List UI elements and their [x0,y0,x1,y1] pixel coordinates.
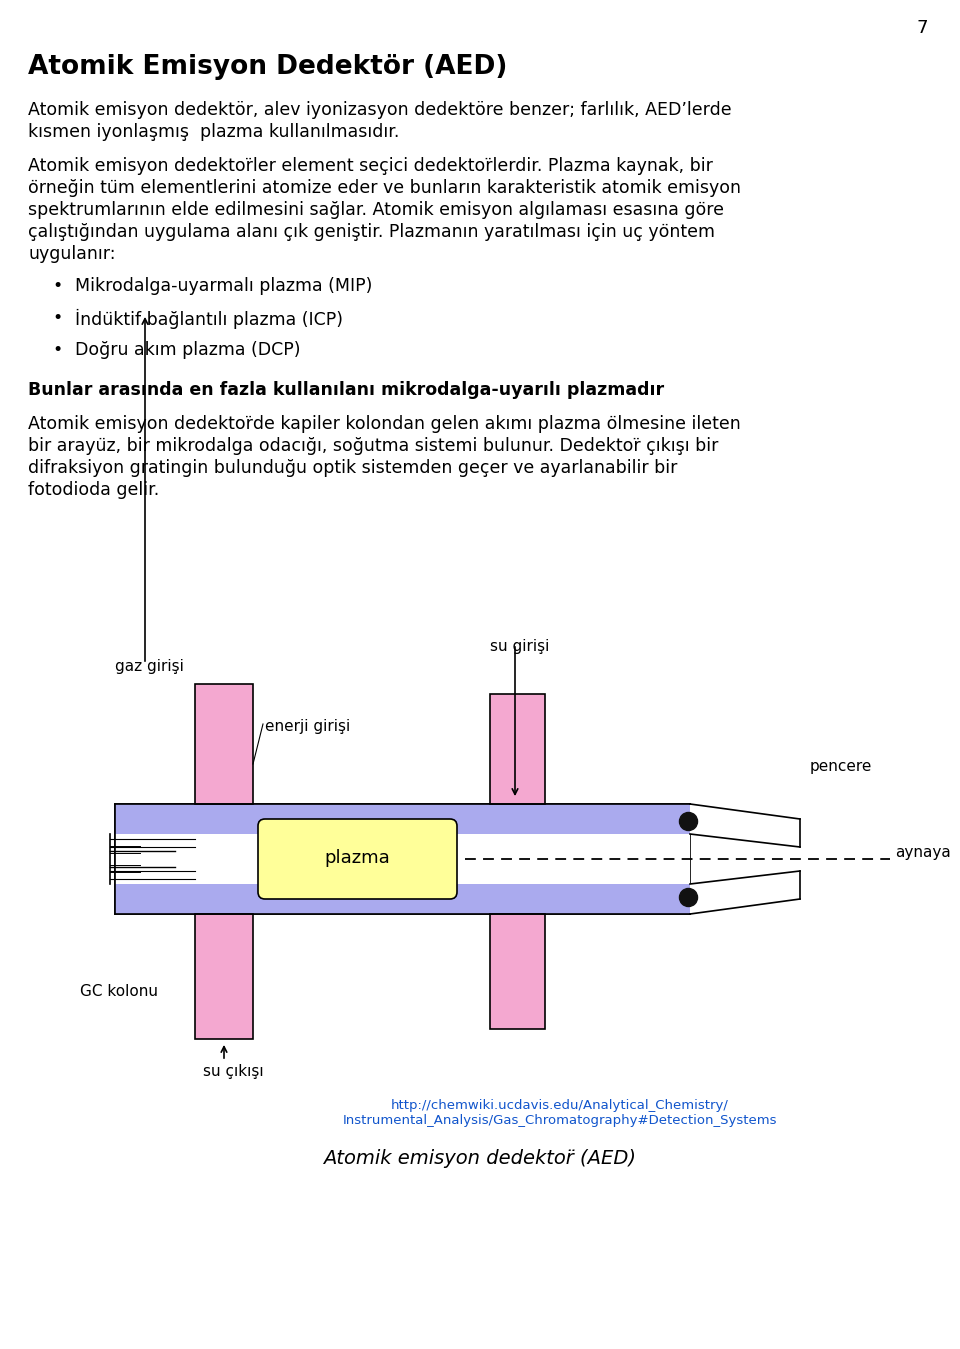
Text: Bunlar arasında en fazla kullanılanı mikrodalga-uyarılı plazmadır: Bunlar arasında en fazla kullanılanı mik… [28,380,664,399]
Text: bir arayüz, bir mikrodalga odacığı, soğutma sistemi bulunur. Dedektor̈ çıkışı b: bir arayüz, bir mikrodalga odacığı, soğ… [28,437,718,455]
Text: Atomik Emisyon Dedektör (AED): Atomik Emisyon Dedektör (AED) [28,54,508,80]
Text: Atomik emisyon dedektor̈ler element seçici dedektor̈lerdir. Plazma kaynak, bir: Atomik emisyon dedektor̈ler element seçi… [28,156,713,175]
Text: 7: 7 [917,19,928,36]
Bar [490,693,545,804]
Text: örneğin tüm elementlerini atomize eder ve bunların karakteristik atomik emisyo: örneğin tüm elementlerini atomize eder… [28,179,741,197]
Text: su girişi: su girişi [490,639,549,654]
Text: aynaya: aynaya [895,846,950,861]
Text: spektrumlarının elde edilmesini sağlar. Atomik emisyon algılaması esasına göre: spektrumlarının elde edilmesini sağlar. … [28,201,724,219]
Bar [115,834,690,884]
Text: Atomik emisyon dedektor̈ (AED): Atomik emisyon dedektor̈ (AED) [324,1149,636,1168]
Polygon shape [690,804,800,847]
Bar [490,915,545,1029]
Text: İndüktif bağlantılı plazma (ICP): İndüktif bağlantılı plazma (ICP) [75,309,343,329]
Text: enerji girişi: enerji girişi [265,719,350,734]
Text: Atomik emisyon dedektör, alev iyonizasyon dedektöre benzer; farlılık, AED’lerde: Atomik emisyon dedektör, alev iyonizasyo… [28,101,732,119]
Bar [115,804,690,834]
Text: pencere: pencere [810,759,873,774]
Text: su çıkışı: su çıkışı [203,1064,264,1079]
Text: kısmen iyonlaşmış  plazma kullanılmasıdır.: kısmen iyonlaşmış plazma kullanılmasıdır… [28,123,399,142]
Text: çalıştığından uygulama alanı çık geniştir. Plazmanın yaratılması için uç yöntem: çalıştığından uygulama alanı çık genişti… [28,223,715,241]
Text: •: • [52,277,62,295]
Bar [195,684,253,804]
Bar [195,915,253,1039]
Text: gaz girişi: gaz girişi [115,660,184,674]
Text: •: • [52,309,62,326]
Text: fotodioda gelir.: fotodioda gelir. [28,482,159,499]
Text: plazma: plazma [324,849,391,867]
Bar [115,804,690,915]
Bar [115,884,690,915]
Polygon shape [690,871,800,915]
Text: Mikrodalga-uyarmalı plazma (MIP): Mikrodalga-uyarmalı plazma (MIP) [75,277,372,295]
Text: Instrumental_Analysis/Gas_Chromatography#Detection_Systems: Instrumental_Analysis/Gas_Chromatography… [343,1114,778,1126]
Text: •: • [52,341,62,359]
FancyBboxPatch shape [258,819,457,898]
Text: difraksiyon gratingin bulunduğu optik sistemden geçer ve ayarlanabilir bir: difraksiyon gratingin bulunduğu optik si… [28,459,678,478]
Text: http://chemwiki.ucdavis.edu/Analytical_Chemistry/: http://chemwiki.ucdavis.edu/Analytical_C… [391,1099,729,1112]
Text: uygulanır:: uygulanır: [28,246,115,263]
Text: Atomik emisyon dedektor̈de kapiler kolondan gelen akımı plazma ölmesine ileten: Atomik emisyon dedektor̈de kapiler kolon… [28,415,741,433]
Text: Doğru akım plazma (DCP): Doğru akım plazma (DCP) [75,341,300,359]
Text: GC kolonu: GC kolonu [80,983,158,1000]
